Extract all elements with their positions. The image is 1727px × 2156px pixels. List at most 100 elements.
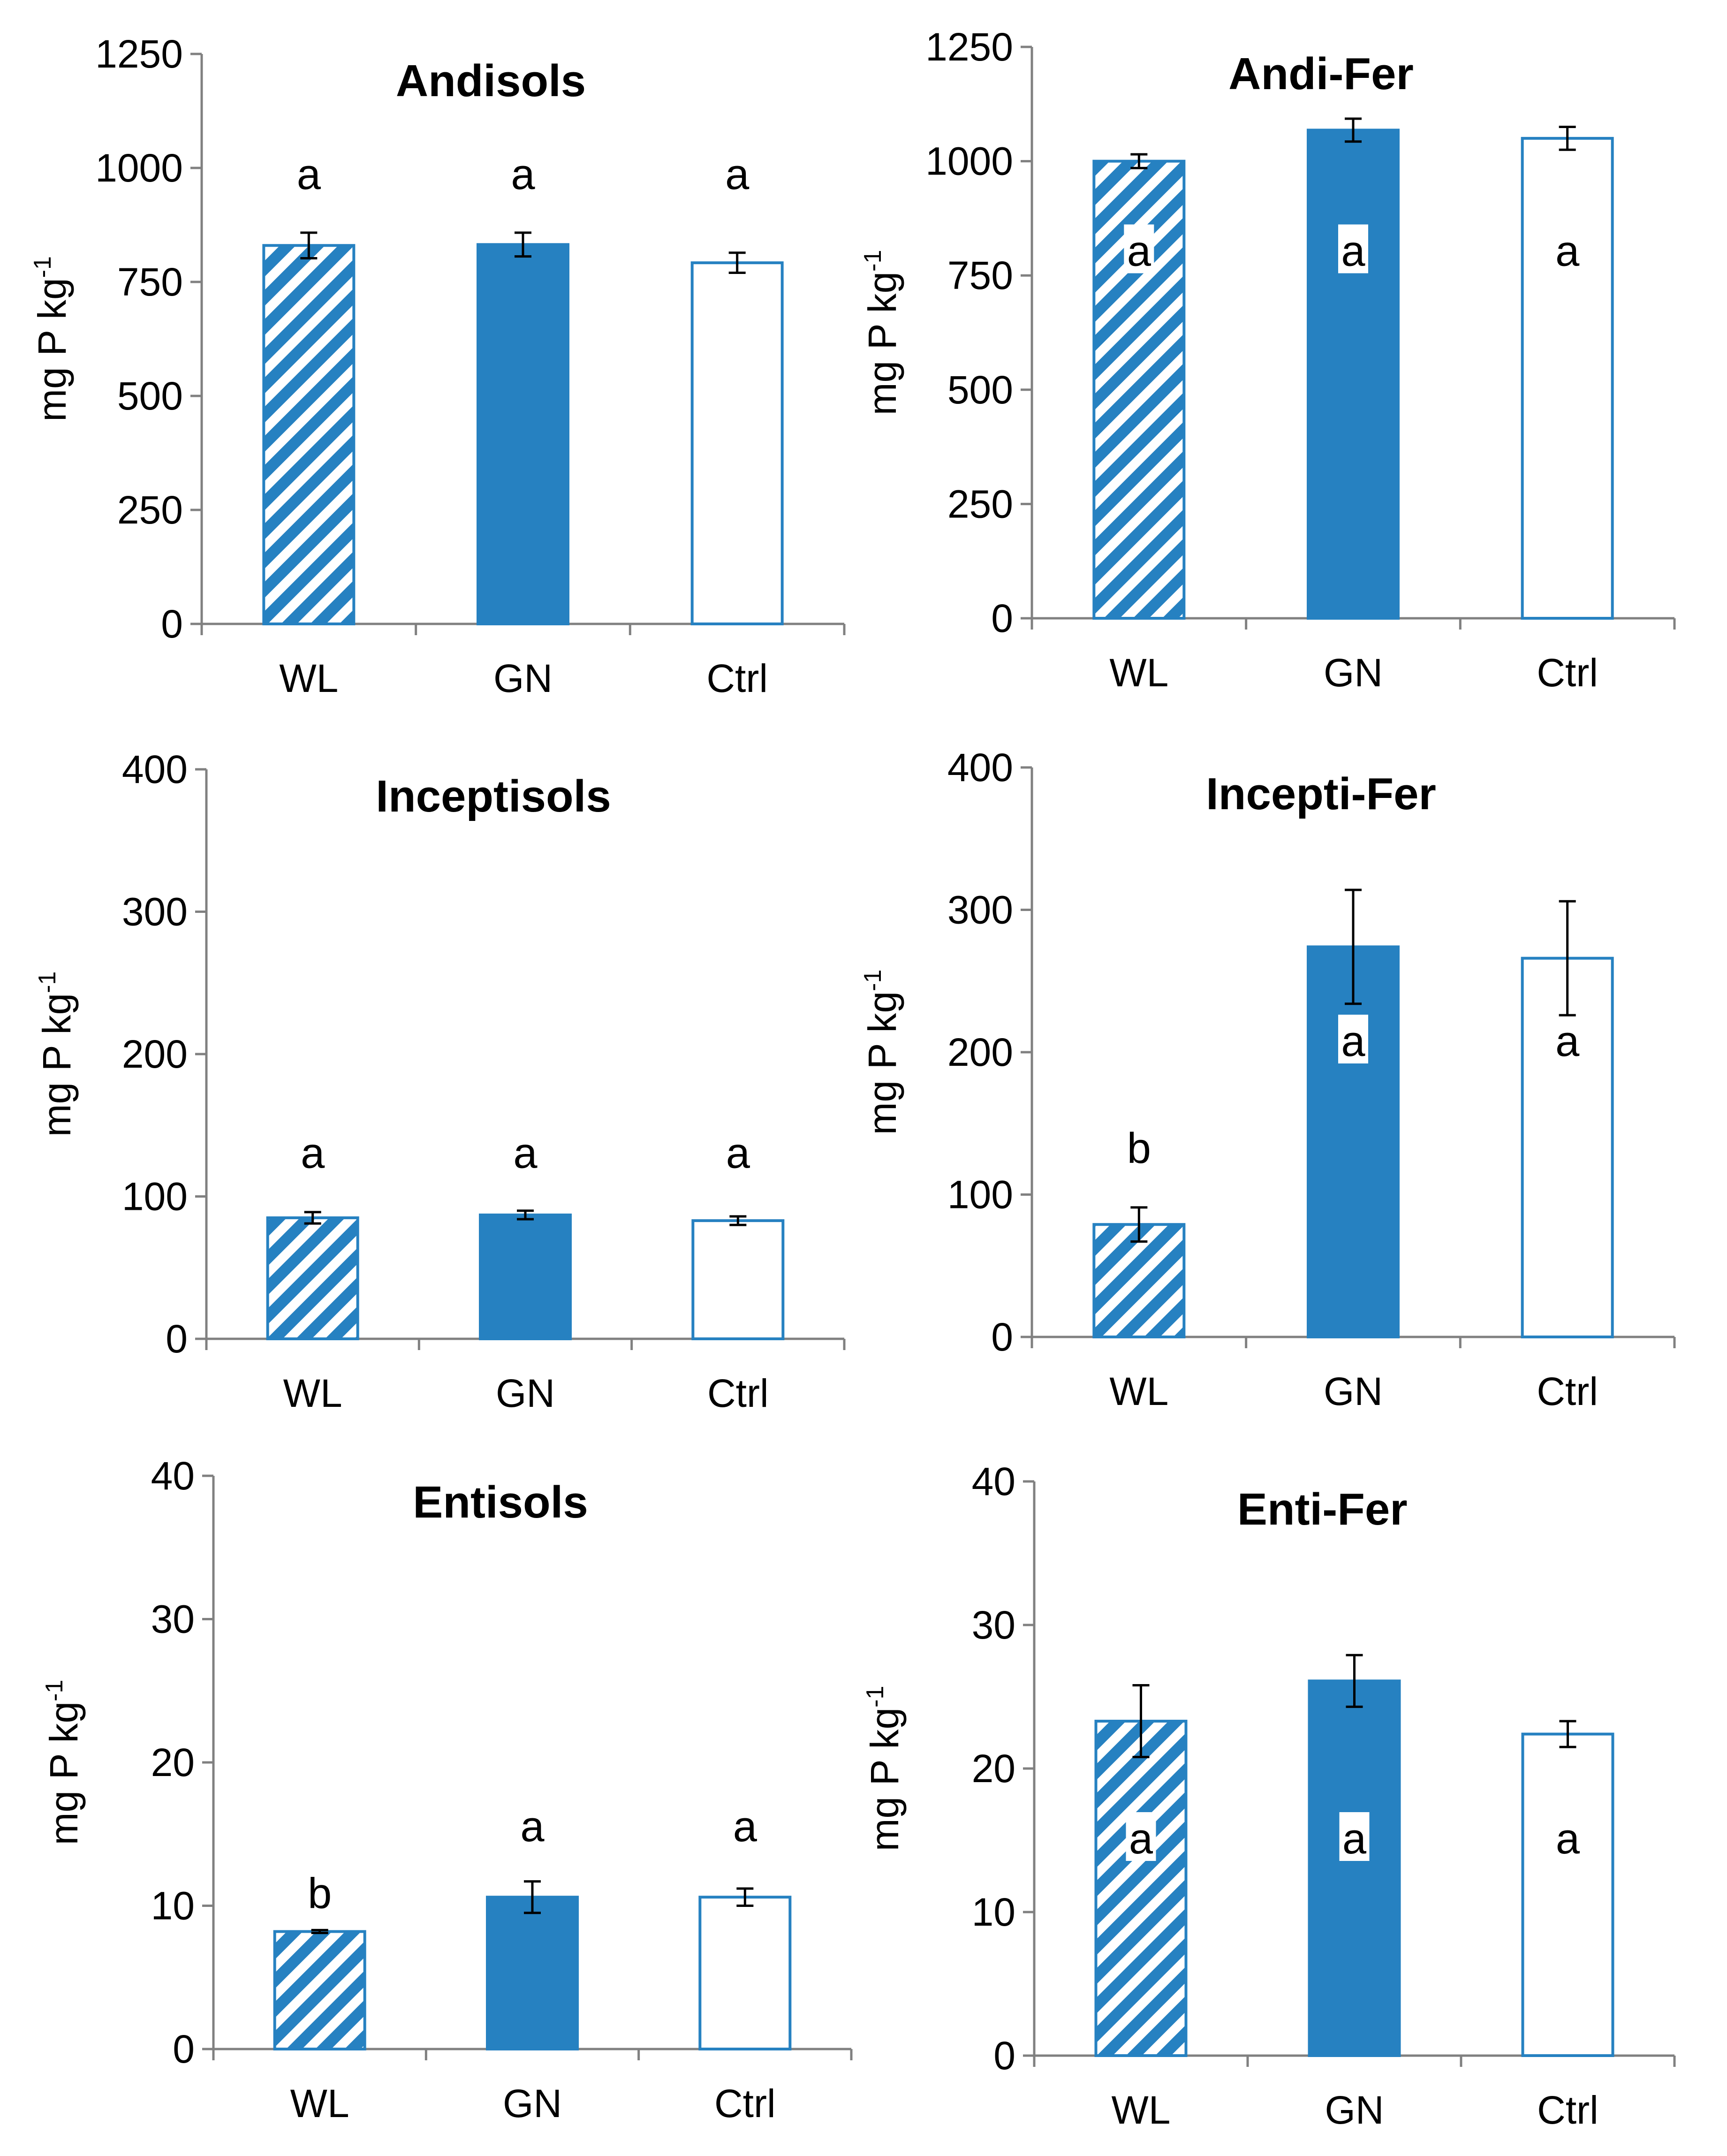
y-tick-label: 20 bbox=[151, 1740, 195, 1784]
significance-letter: a bbox=[725, 151, 750, 198]
significance-letter: a bbox=[1341, 227, 1365, 275]
bar-gn bbox=[1307, 129, 1400, 620]
significance-letter: a bbox=[511, 151, 535, 198]
y-axis-label-superscript: -1 bbox=[859, 970, 886, 991]
chart-panel-entisols: 0 10 20 30 40 Entisols mg P kg-1 WL b GN a Ctrl a bbox=[41, 1454, 853, 2126]
y-tick-label: 0 bbox=[166, 1317, 188, 1361]
significance-letter: a bbox=[726, 1129, 750, 1177]
significance-letter: a bbox=[1341, 1017, 1365, 1065]
y-axis-label: mg P kg-1 bbox=[859, 970, 904, 1135]
chart-panel-inceptisols: 0 100 200 300 400 Inceptisols mg P kg-1 WL a GN a C… bbox=[34, 747, 846, 1415]
x-tick-label: WL bbox=[1109, 651, 1168, 695]
x-tick-label: GN bbox=[1325, 2088, 1384, 2132]
bar-ctrl bbox=[690, 261, 784, 625]
bar-wl bbox=[1092, 1223, 1186, 1339]
x-tick-label: GN bbox=[493, 656, 553, 700]
y-tick-label: 300 bbox=[947, 888, 1013, 932]
y-tick-label: 500 bbox=[117, 374, 183, 418]
y-tick-label: 0 bbox=[993, 2034, 1015, 2078]
y-tick-label: 300 bbox=[122, 890, 188, 934]
bar-ctrl bbox=[691, 1219, 785, 1340]
bar-wl bbox=[1094, 1720, 1188, 2057]
significance-letter-group: a bbox=[1124, 224, 1154, 275]
y-tick-label: 1000 bbox=[925, 139, 1013, 183]
y-tick-label: 0 bbox=[173, 2027, 195, 2071]
x-tick-label: WL bbox=[1109, 1369, 1168, 1413]
y-tick-label: 750 bbox=[947, 253, 1013, 297]
x-tick-label: GN bbox=[1324, 651, 1383, 695]
significance-letter-group: a bbox=[301, 1129, 325, 1177]
x-tick-label: WL bbox=[279, 656, 338, 700]
y-axis-label-superscript: -1 bbox=[29, 256, 56, 278]
y-tick-label: 750 bbox=[117, 260, 183, 304]
bar-wl bbox=[1092, 159, 1186, 620]
bar-gn bbox=[479, 1213, 572, 1341]
y-axis-label-text: mg P kg bbox=[860, 991, 904, 1135]
x-tick-label: Ctrl bbox=[1537, 2088, 1598, 2132]
y-tick-label: 400 bbox=[122, 747, 188, 791]
y-axis-label: mg P kg-1 bbox=[859, 250, 904, 416]
bar-wl bbox=[262, 244, 356, 625]
significance-letter-group: a bbox=[513, 1129, 538, 1177]
y-tick-label: 0 bbox=[991, 1315, 1013, 1359]
y-tick-label: 100 bbox=[947, 1173, 1013, 1217]
y-tick-label: 250 bbox=[947, 482, 1013, 526]
x-tick-label: Ctrl bbox=[706, 656, 768, 700]
significance-letter: a bbox=[733, 1803, 757, 1851]
y-axis-label-superscript: -1 bbox=[862, 1686, 889, 1708]
y-axis-label: mg P kg-1 bbox=[34, 972, 79, 1137]
significance-letter: a bbox=[513, 1129, 538, 1177]
x-tick-label: Ctrl bbox=[714, 2081, 776, 2126]
y-axis-label-text: mg P kg bbox=[42, 1701, 86, 1845]
y-axis-label-superscript: -1 bbox=[859, 250, 886, 272]
x-tick-label: Ctrl bbox=[707, 1371, 769, 1415]
significance-letter: a bbox=[297, 151, 321, 198]
bar-ctrl bbox=[1521, 137, 1614, 620]
significance-letter: a bbox=[1555, 227, 1580, 275]
chart-panel-enti-fer: 0 10 20 30 40 Enti-Fer mg P kg-1 WL a GN a Ctrl a bbox=[862, 1459, 1676, 2132]
significance-letter-group: a bbox=[733, 1803, 757, 1851]
y-tick-label: 1250 bbox=[95, 32, 183, 76]
x-tick-label: Ctrl bbox=[1537, 651, 1598, 695]
x-tick-label: GN bbox=[1324, 1369, 1383, 1413]
significance-letter: b bbox=[308, 1869, 332, 1917]
significance-letter-group: a bbox=[725, 151, 750, 198]
y-tick-label: 1000 bbox=[95, 146, 183, 190]
bar-wl bbox=[266, 1216, 359, 1340]
significance-letter: a bbox=[1555, 1017, 1580, 1065]
significance-letter-group: b bbox=[1127, 1124, 1151, 1172]
bar-gn bbox=[1307, 945, 1400, 1339]
significance-letter: b bbox=[1127, 1124, 1151, 1172]
bar-ctrl bbox=[1521, 1732, 1614, 2057]
letter-background bbox=[1338, 1015, 1368, 1063]
significance-letter: a bbox=[301, 1129, 325, 1177]
y-tick-label: 10 bbox=[972, 1890, 1015, 1934]
significance-letter-group: a bbox=[1338, 224, 1368, 275]
significance-letter-group: a bbox=[1555, 227, 1580, 275]
x-tick-label: WL bbox=[283, 1371, 342, 1415]
x-tick-label: GN bbox=[496, 1371, 555, 1415]
significance-letter-group: a bbox=[1556, 1815, 1580, 1863]
y-tick-label: 500 bbox=[947, 368, 1013, 412]
significance-letter-group: a bbox=[511, 151, 535, 198]
bar-wl bbox=[273, 1930, 366, 2051]
bar-gn bbox=[1308, 1679, 1401, 2057]
y-axis-label-text: mg P kg bbox=[35, 993, 79, 1137]
chart-title: Entisols bbox=[413, 1477, 588, 1527]
y-tick-label: 400 bbox=[947, 745, 1013, 790]
letter-background bbox=[1126, 1812, 1156, 1861]
y-axis-label-text: mg P kg bbox=[30, 278, 74, 422]
y-axis-label: mg P kg-1 bbox=[862, 1686, 907, 1852]
significance-letter-group: a bbox=[520, 1803, 545, 1851]
significance-letter-group: a bbox=[726, 1129, 750, 1177]
y-axis-label-superscript: -1 bbox=[41, 1680, 68, 1701]
chart-panel-incepti-fer: 0 100 200 300 400 Incepti-Fer mg P kg-1 WL b GN a C… bbox=[859, 745, 1676, 1413]
y-axis-label-text: mg P kg bbox=[863, 1708, 907, 1852]
y-tick-label: 250 bbox=[117, 488, 183, 532]
significance-letter-group: a bbox=[297, 151, 321, 198]
y-tick-label: 200 bbox=[122, 1032, 188, 1076]
letter-background bbox=[1339, 1812, 1370, 1861]
chart-title: Inceptisols bbox=[376, 771, 611, 821]
